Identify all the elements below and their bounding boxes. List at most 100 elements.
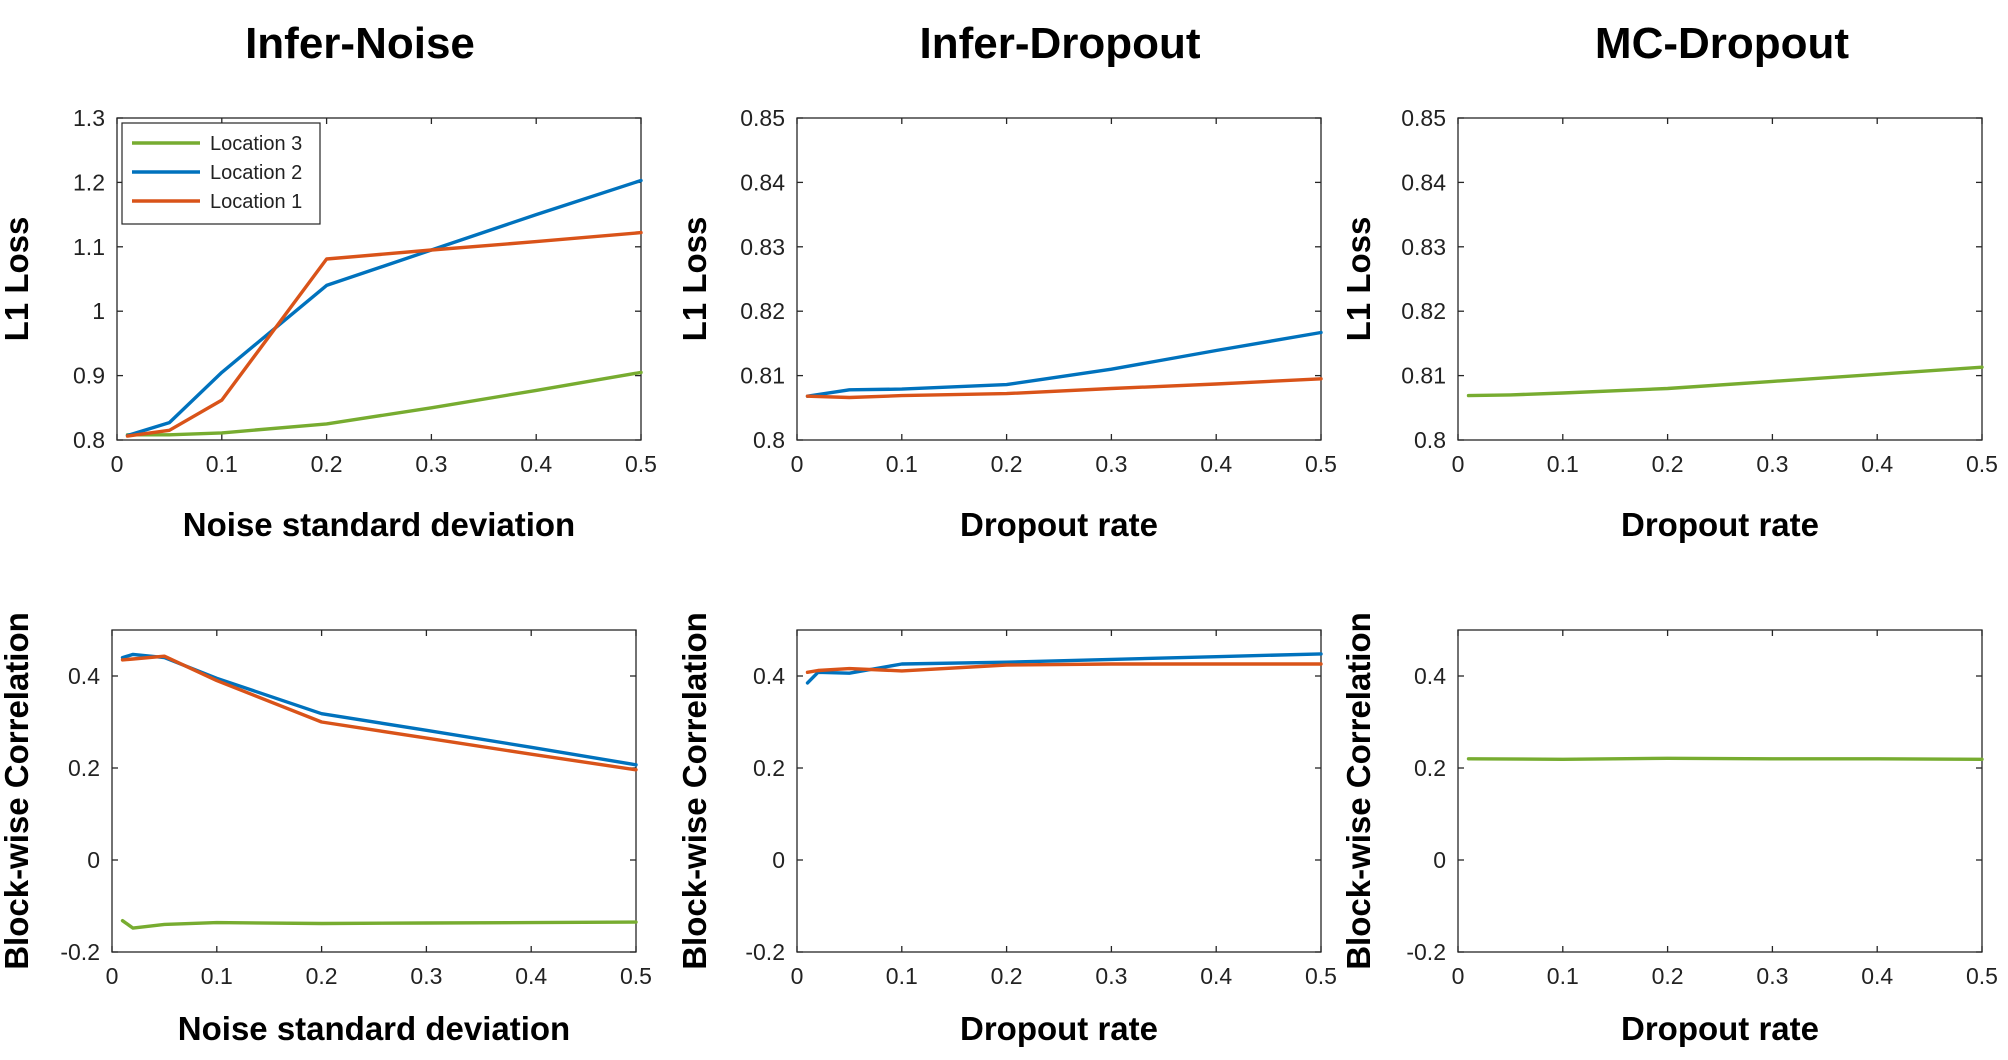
x-tick-label: 0.1 [201,963,233,989]
x-tick-label: 0.4 [1861,451,1893,477]
series-line-location-1 [120,654,638,772]
y-tick-label: 0.85 [740,105,785,131]
y-tick-label: 0.9 [73,363,105,389]
plot-area [111,629,637,953]
y-tick-label: 0.8 [73,427,105,453]
column-title: Infer-Dropout [919,19,1200,68]
plot-area [796,117,1322,441]
x-tick-label: 0.3 [1756,451,1788,477]
x-tick-label: 0 [111,451,124,477]
series-line-location-3 [125,370,643,437]
y-tick-label: 1.2 [73,169,105,195]
y-tick-label: 0.8 [753,427,785,453]
y-axis-label: L1 Loss [1340,217,1377,342]
y-tick-label: 0.2 [1414,755,1446,781]
series-line-location-2 [120,652,638,767]
x-tick-label: 0.1 [886,451,918,477]
x-axis-label: Noise standard deviation [183,506,575,543]
series-line-location-1 [805,377,1323,400]
y-tick-label: 0.84 [1401,169,1446,195]
y-tick-label: 1.1 [73,234,105,260]
y-tick-label: 0 [772,847,785,873]
plot-area [1457,629,1983,953]
x-axis-label: Dropout rate [960,506,1158,543]
series-line-location-1 [805,662,1323,674]
chart-panel-3: MC-Dropout 0 0.1 0.2 0.3 0.4 0.5 0.8 0.81 0.82 0.8… [1340,19,1998,543]
y-tick-label: 0.4 [753,663,785,689]
x-axis-label: Dropout rate [1621,1010,1819,1047]
x-axis-label: Dropout rate [960,1010,1158,1047]
y-tick-label: 1 [92,298,105,324]
y-tick-label: -0.2 [1406,939,1446,965]
x-tick-label: 0.5 [625,451,657,477]
x-tick-label: 0.2 [311,451,343,477]
y-tick-label: 0.4 [1414,663,1446,689]
y-tick-label: 0.81 [740,363,785,389]
x-tick-label: 0.2 [1652,451,1684,477]
series-line-location-3 [1466,365,1984,398]
y-axis-label: Block-wise Correlation [1340,612,1377,970]
x-axis-label: Noise standard deviation [178,1010,570,1047]
y-tick-label: -0.2 [60,939,100,965]
y-tick-label: 0 [87,847,100,873]
x-tick-label: 0.1 [1547,451,1579,477]
x-tick-label: 0.2 [306,963,338,989]
legend-label-location-2: Location 2 [210,162,302,184]
y-tick-label: 0.85 [1401,105,1446,131]
x-axis-label: Dropout rate [1621,506,1819,543]
x-tick-label: 0.3 [410,963,442,989]
y-tick-label: 0.2 [68,755,100,781]
x-tick-label: 0.3 [415,451,447,477]
y-axis-label: Block-wise Correlation [676,612,713,970]
x-tick-label: 0.5 [1305,963,1337,989]
series-line-location-2 [805,652,1323,685]
x-tick-label: 0 [791,963,804,989]
x-tick-label: 0.3 [1095,451,1127,477]
series-line-location-3 [120,919,638,930]
y-tick-label: 0.2 [753,755,785,781]
x-tick-label: 0.2 [991,451,1023,477]
x-tick-label: 0.1 [206,451,238,477]
x-tick-label: 0.2 [991,963,1023,989]
series-line-location-1 [125,230,643,438]
y-tick-label: 1.3 [73,105,105,131]
x-tick-label: 0.3 [1756,963,1788,989]
x-tick-label: 0.2 [1652,963,1684,989]
y-axis-label: Block-wise Correlation [0,612,35,970]
x-tick-label: 0 [791,451,804,477]
x-tick-label: 0 [1452,451,1465,477]
y-tick-label: -0.2 [745,939,785,965]
y-tick-label: 0.82 [740,298,785,324]
legend-label-location-3: Location 3 [210,133,302,155]
x-tick-label: 0.4 [1861,963,1893,989]
y-tick-label: 0.4 [68,663,100,689]
legend: Location 3 Location 2 Location 1 [121,122,321,225]
x-tick-label: 0.1 [886,963,918,989]
x-tick-label: 0 [1452,963,1465,989]
x-tick-label: 0.4 [1200,451,1232,477]
y-axis-label: L1 Loss [676,217,713,342]
x-tick-label: 0 [106,963,119,989]
y-tick-label: 0.83 [740,234,785,260]
x-tick-label: 0.4 [520,451,552,477]
series-line-location-2 [805,330,1323,398]
x-tick-label: 0.1 [1547,963,1579,989]
series-line-location-2 [125,178,643,438]
x-tick-label: 0.3 [1095,963,1127,989]
series-line-location-3 [1466,756,1984,761]
chart-panel-1: Infer-Noise 0 0.1 0.2 0.3 0.4 0.5 0.8 0.9 1 1.1 1.2… [0,19,657,543]
y-tick-label: 0 [1433,847,1446,873]
x-tick-label: 0.5 [1966,451,1998,477]
y-tick-label: 0.82 [1401,298,1446,324]
y-tick-label: 0.83 [1401,234,1446,260]
column-title: Infer-Noise [245,19,475,68]
plot-area [1457,117,1983,441]
chart-panel-2: Infer-Dropout 0 0.1 0.2 0.3 0.4 0.5 0.8 0.81 0.82… [676,19,1337,543]
y-tick-label: 0.81 [1401,363,1446,389]
x-tick-label: 0.5 [1305,451,1337,477]
column-title: MC-Dropout [1595,19,1849,68]
